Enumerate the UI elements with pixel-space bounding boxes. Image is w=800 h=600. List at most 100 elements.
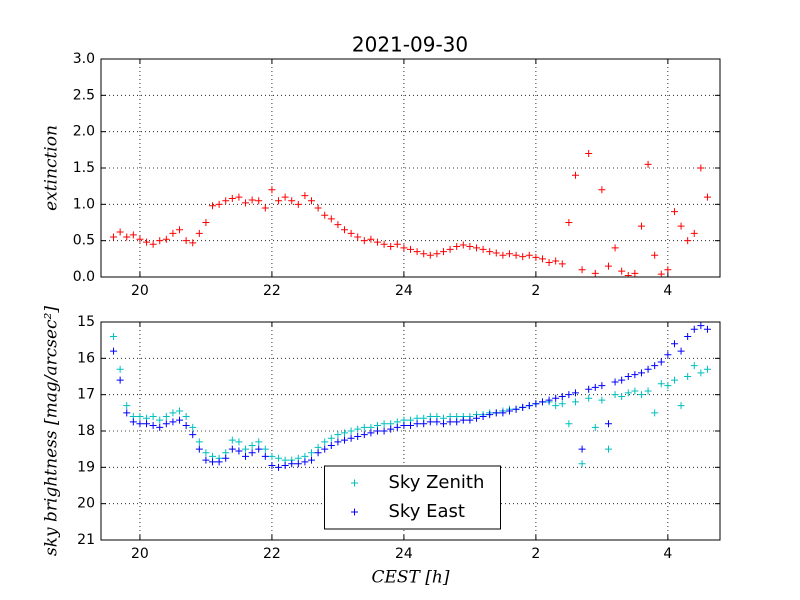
- point: [670, 376, 678, 384]
- point: [492, 249, 500, 257]
- y-tick-label: 0.5: [73, 233, 95, 249]
- point: [149, 422, 157, 430]
- point: [288, 197, 296, 205]
- point: [314, 449, 322, 457]
- point: [222, 197, 230, 205]
- point: [195, 438, 203, 446]
- point: [380, 427, 388, 435]
- point: [136, 412, 144, 420]
- point: [393, 240, 401, 248]
- point: [182, 237, 190, 245]
- point: [558, 400, 566, 408]
- point: [624, 272, 632, 277]
- point: [644, 387, 652, 395]
- point: [505, 250, 513, 258]
- point: [143, 238, 151, 246]
- point: [631, 269, 639, 277]
- point: [598, 396, 606, 404]
- point: [684, 373, 692, 380]
- point: [697, 322, 705, 330]
- point: [354, 432, 362, 440]
- point: [380, 240, 388, 248]
- point: [354, 233, 362, 241]
- point: [631, 371, 639, 379]
- point: [195, 229, 203, 237]
- point: [446, 245, 454, 253]
- point: [664, 351, 672, 359]
- x-tick-label: 24: [395, 283, 413, 299]
- point: [591, 383, 599, 391]
- point: [684, 237, 692, 245]
- point: [374, 238, 382, 246]
- point: [565, 391, 573, 399]
- y-tick-label: 17: [77, 387, 95, 403]
- point: [684, 333, 692, 341]
- point: [703, 325, 711, 333]
- point: [248, 196, 256, 204]
- point: [459, 416, 467, 424]
- point: [156, 237, 164, 245]
- point: [261, 452, 269, 460]
- y-tick-label: 19: [77, 459, 95, 475]
- point: [169, 409, 177, 417]
- point: [248, 449, 256, 457]
- point: [334, 431, 342, 439]
- point: [195, 445, 203, 453]
- point: [123, 402, 131, 410]
- point: [631, 387, 639, 395]
- point: [116, 365, 124, 373]
- point: [182, 412, 190, 420]
- point: [571, 389, 579, 397]
- y-tick-label: 15: [77, 314, 95, 330]
- point: [189, 239, 197, 247]
- point: [624, 389, 632, 397]
- point: [334, 221, 342, 229]
- point: [433, 250, 441, 258]
- point: [420, 250, 428, 258]
- point: [591, 423, 599, 431]
- point: [327, 442, 335, 450]
- point: [578, 460, 586, 468]
- point: [677, 402, 685, 410]
- x-tick-label: 24: [395, 546, 413, 562]
- point: [598, 382, 606, 390]
- point: [657, 270, 665, 277]
- point: [545, 396, 553, 404]
- point: [275, 197, 283, 205]
- point: [466, 416, 474, 424]
- point: [143, 420, 151, 428]
- point: [202, 456, 210, 464]
- point: [360, 423, 368, 431]
- point: [162, 235, 170, 243]
- point: [123, 409, 131, 417]
- point: [360, 237, 368, 245]
- point: [222, 454, 230, 462]
- point: [439, 420, 447, 428]
- point: [472, 414, 480, 422]
- point: [110, 333, 118, 341]
- point: [420, 420, 428, 428]
- point: [637, 369, 645, 377]
- axes-frame: [100, 58, 721, 278]
- point: [585, 385, 593, 393]
- y-axis-label: extinction: [42, 125, 62, 211]
- point: [492, 409, 500, 417]
- point: [624, 373, 632, 380]
- point: [387, 425, 395, 433]
- point: [453, 242, 461, 250]
- y-tick-label: 0.0: [73, 269, 95, 285]
- point: [235, 193, 243, 201]
- point: [545, 258, 553, 266]
- point: [149, 240, 157, 248]
- point: [479, 412, 487, 420]
- point: [585, 394, 593, 402]
- point: [604, 262, 612, 270]
- point: [202, 449, 210, 457]
- point: [637, 222, 645, 230]
- point: [327, 434, 335, 442]
- point: [301, 192, 309, 200]
- point: [644, 365, 652, 373]
- point: [321, 211, 329, 219]
- point: [367, 235, 375, 243]
- point: [446, 418, 454, 426]
